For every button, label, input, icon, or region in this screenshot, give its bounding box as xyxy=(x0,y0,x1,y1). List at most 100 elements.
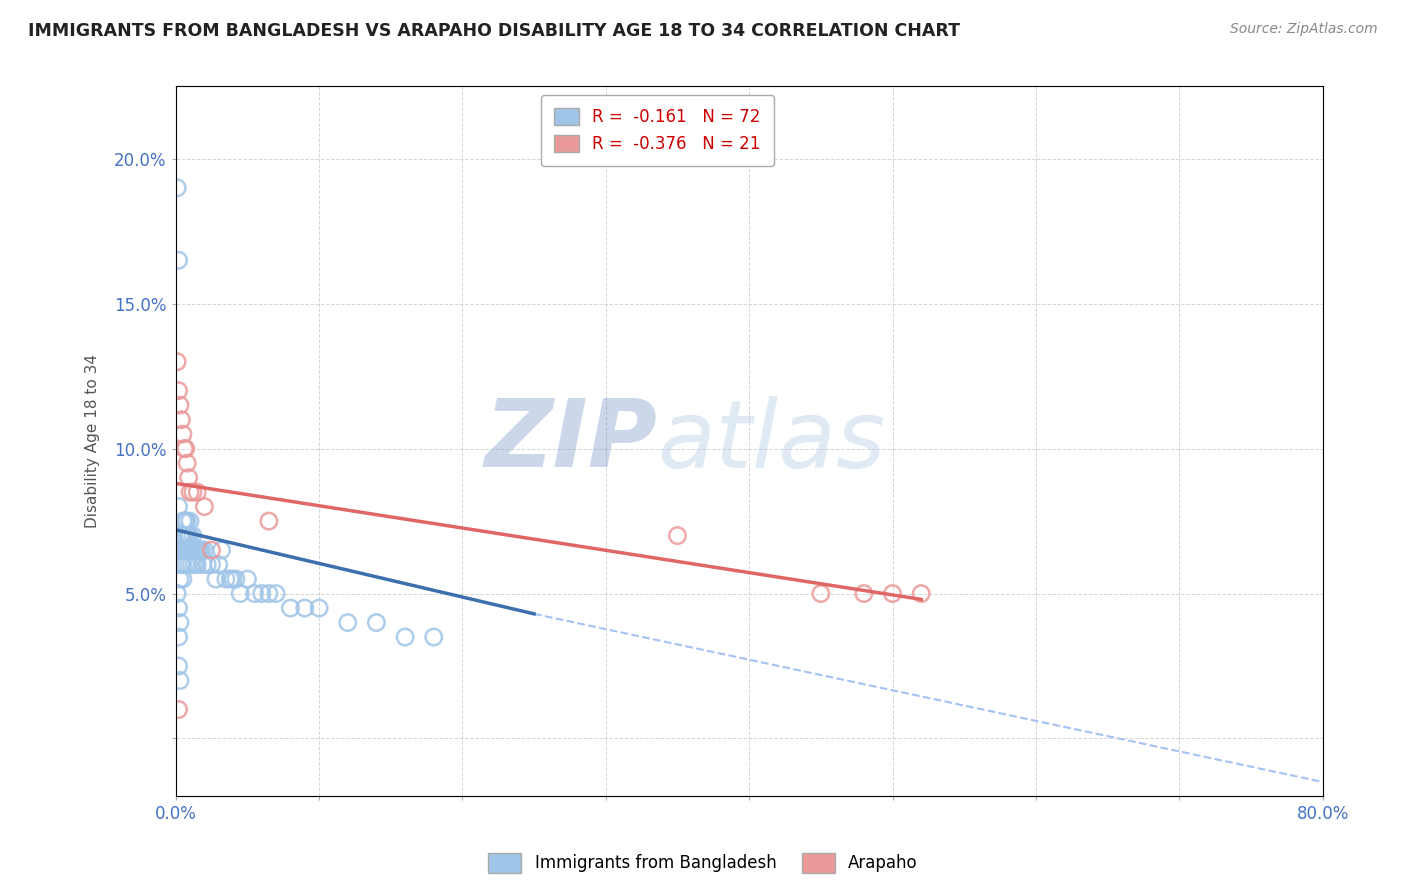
Point xyxy=(229,586,252,600)
Point xyxy=(222,572,245,586)
Point xyxy=(910,586,932,600)
Text: Source: ZipAtlas.com: Source: ZipAtlas.com xyxy=(1230,22,1378,37)
Point xyxy=(179,485,201,500)
Point xyxy=(394,630,416,644)
Point xyxy=(173,543,195,558)
Point xyxy=(183,558,205,572)
Point xyxy=(174,543,197,558)
Point xyxy=(170,528,193,542)
Point xyxy=(176,456,198,470)
Point xyxy=(186,485,208,500)
Text: IMMIGRANTS FROM BANGLADESH VS ARAPAHO DISABILITY AGE 18 TO 34 CORRELATION CHART: IMMIGRANTS FROM BANGLADESH VS ARAPAHO DI… xyxy=(28,22,960,40)
Point xyxy=(169,528,191,542)
Point xyxy=(264,586,287,600)
Point xyxy=(190,543,212,558)
Point xyxy=(167,630,190,644)
Point xyxy=(172,427,194,442)
Point xyxy=(174,528,197,542)
Point xyxy=(172,528,194,542)
Point xyxy=(336,615,359,630)
Point xyxy=(170,558,193,572)
Point xyxy=(280,601,302,615)
Point xyxy=(195,558,218,572)
Point xyxy=(184,543,207,558)
Point xyxy=(810,586,832,600)
Point xyxy=(177,543,200,558)
Point xyxy=(181,528,204,542)
Point xyxy=(174,442,197,456)
Point xyxy=(236,572,259,586)
Point xyxy=(176,528,198,542)
Point xyxy=(174,558,197,572)
Point xyxy=(167,384,190,398)
Point xyxy=(166,354,188,368)
Point xyxy=(181,485,204,500)
Point xyxy=(225,572,247,586)
Point xyxy=(308,601,330,615)
Point xyxy=(179,543,201,558)
Point xyxy=(191,558,214,572)
Point xyxy=(179,514,201,528)
Point xyxy=(167,500,190,514)
Text: atlas: atlas xyxy=(658,396,886,487)
Point xyxy=(219,572,242,586)
Point xyxy=(193,500,215,514)
Point xyxy=(166,181,188,195)
Point xyxy=(177,528,200,542)
Point xyxy=(167,601,190,615)
Point xyxy=(215,572,238,586)
Point xyxy=(882,586,904,600)
Point xyxy=(180,543,202,558)
Point xyxy=(176,543,198,558)
Point xyxy=(167,702,190,716)
Point xyxy=(186,558,208,572)
Point xyxy=(181,543,204,558)
Point xyxy=(177,558,200,572)
Point xyxy=(250,586,273,600)
Point xyxy=(188,543,211,558)
Point xyxy=(257,586,280,600)
Point xyxy=(852,586,875,600)
Point xyxy=(294,601,316,615)
Point xyxy=(167,253,190,268)
Point xyxy=(166,586,188,600)
Point xyxy=(186,543,208,558)
Point xyxy=(243,586,266,600)
Point xyxy=(200,543,222,558)
Point xyxy=(170,412,193,426)
Point xyxy=(177,470,200,484)
Point xyxy=(173,514,195,528)
Point xyxy=(179,528,201,542)
Point xyxy=(172,558,194,572)
Point xyxy=(193,543,215,558)
Point xyxy=(366,615,388,630)
Point xyxy=(173,442,195,456)
Point xyxy=(211,543,233,558)
Point xyxy=(180,558,202,572)
Point xyxy=(176,514,198,528)
Point xyxy=(666,528,689,542)
Point xyxy=(169,572,191,586)
Point xyxy=(205,572,228,586)
Point xyxy=(187,543,209,558)
Point xyxy=(423,630,446,644)
Point xyxy=(169,398,191,412)
Point xyxy=(172,543,194,558)
Legend: Immigrants from Bangladesh, Arapaho: Immigrants from Bangladesh, Arapaho xyxy=(481,847,925,880)
Legend: R =  -0.161   N = 72, R =  -0.376   N = 21: R = -0.161 N = 72, R = -0.376 N = 21 xyxy=(541,95,775,166)
Y-axis label: Disability Age 18 to 34: Disability Age 18 to 34 xyxy=(86,354,100,528)
Point xyxy=(169,543,191,558)
Point xyxy=(208,558,231,572)
Point xyxy=(172,514,194,528)
Point xyxy=(257,514,280,528)
Point xyxy=(169,615,191,630)
Point xyxy=(170,543,193,558)
Point xyxy=(173,528,195,542)
Point xyxy=(183,543,205,558)
Text: ZIP: ZIP xyxy=(485,395,658,487)
Point xyxy=(167,659,190,673)
Point xyxy=(169,673,191,688)
Point xyxy=(172,572,194,586)
Point xyxy=(174,514,197,528)
Point xyxy=(200,558,222,572)
